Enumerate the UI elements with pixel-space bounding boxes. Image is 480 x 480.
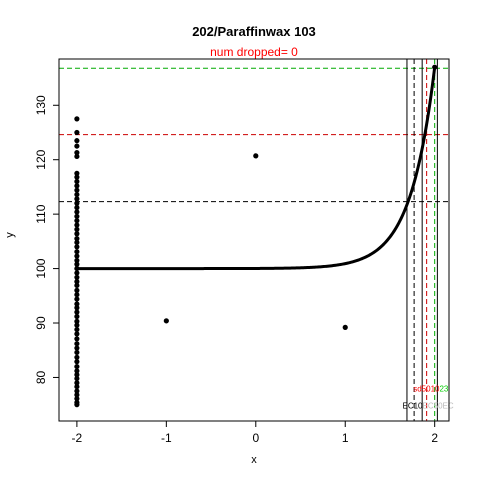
data-point [253,153,259,159]
data-point [74,313,80,320]
data-point [74,187,80,193]
x-tick-label: 1 [342,431,349,445]
data-point [163,318,169,324]
data-point [74,368,80,374]
data-point [74,279,80,285]
y-tick-label: 110 [34,204,48,223]
annotation-upper-part: 10 [431,385,440,394]
data-point [74,318,80,324]
data-point [74,231,80,237]
data-point [74,309,80,315]
data-point [74,375,80,382]
data-point [74,253,80,259]
data-point [74,322,80,328]
data-point [74,363,80,370]
data-point [74,178,80,185]
annotation-upper-part: sd [413,385,421,394]
data-point [74,244,80,250]
x-tick-label: -2 [72,431,83,445]
data-point [74,183,80,189]
data-point [74,153,80,160]
data-point [74,296,80,302]
data-point [74,380,80,386]
data-point [74,170,80,176]
data-point [74,143,80,149]
data-point [74,261,80,267]
data-point [432,64,438,70]
data-point [74,388,80,394]
x-axis-label: x [251,454,257,466]
annotation-upper: sd501023 [413,385,449,394]
data-point [74,150,80,156]
annotation-lower-part: EC [443,401,454,410]
fitted-curve [76,66,437,271]
data-point [74,218,80,224]
data-point [74,341,80,347]
x-tick-label: 0 [252,431,259,445]
y-tick-label: 130 [34,95,48,115]
y-tick-label: 100 [34,258,48,278]
data-point [74,205,80,211]
data-point [74,359,80,365]
data-point [74,301,80,307]
x-tick-label: -1 [161,431,172,445]
data-point [74,282,80,289]
data-point [74,349,80,356]
annotation-lower: EC10EC50EC [402,401,453,410]
data-point [74,257,80,264]
data-point [74,274,80,280]
data-point [74,345,80,351]
x-tick-label: 2 [431,431,438,445]
y-tick-label: 120 [34,149,48,169]
axes: -2 -1 0 1 2 80 90 100 110 120 130 [34,95,438,445]
data-point [74,222,80,228]
annotation-upper-part: 23 [439,385,448,394]
data-point [74,270,80,276]
y-tick-label: 80 [34,370,48,384]
data-point [74,191,80,198]
data-point [74,213,80,219]
plot-area: sd501023 EC10EC50EC [59,59,454,421]
data-point [74,305,80,311]
data-point [74,138,80,144]
chart-subtitle: num dropped= 0 [210,45,298,59]
data-point [74,336,80,342]
data-point [74,287,80,293]
plot-frame [58,58,450,422]
data-point [74,249,80,255]
data-point [74,292,80,298]
data-point [74,384,80,390]
data-point [74,226,80,232]
y-tick-label: 90 [34,316,48,330]
annotation-lower-part: EC50 [423,401,444,410]
data-point [342,324,348,330]
data-point [74,396,80,402]
data-point [74,196,80,202]
y-axis-label: y [4,232,16,238]
data-point [74,392,80,398]
data-point [74,265,80,272]
chart-title: 202/Paraffinwax 103 [192,24,316,39]
data-point [74,239,80,246]
data-point [74,200,80,206]
annotation-upper-part: 50 [422,385,431,394]
data-point [74,236,80,242]
data-point [74,116,80,122]
data-point [74,209,80,215]
data-point [74,372,80,378]
data-point [74,399,80,406]
annotation-lower-part: EC10 [402,401,423,410]
data-point [74,174,80,180]
data-point [74,129,80,136]
data-point [74,326,80,333]
data-point [74,331,80,337]
data-point [74,354,80,360]
